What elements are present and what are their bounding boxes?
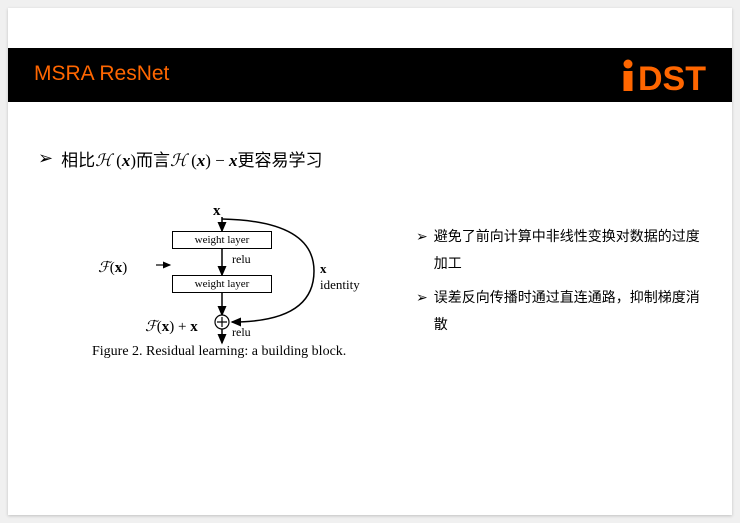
list-item: ➢ 误差反向传播时通过直连通路，抑制梯度消散	[416, 284, 706, 337]
bullet-text: 相比ℋ (x)而言ℋ (x) − x更容易学习	[61, 146, 322, 171]
slide-title: MSRA ResNet	[34, 62, 169, 86]
relu-label-2: relu	[232, 325, 251, 340]
main-bullet: ➢ 相比ℋ (x)而言ℋ (x) − x更容易学习	[38, 146, 322, 171]
label-fxx: ℱ(x) + x	[145, 317, 198, 336]
text-prefix: 相比	[61, 151, 95, 170]
identity-x: x	[320, 261, 360, 277]
relu-label-1: relu	[232, 252, 251, 267]
bullet-text-1: 避免了前向计算中非线性变换对数据的过度加工	[434, 223, 706, 276]
right-bullet-list: ➢ 避免了前向计算中非线性变换对数据的过度加工 ➢ 误差反向传播时通过直连通路，…	[416, 223, 706, 345]
svg-text:DST: DST	[638, 60, 706, 96]
bullet-text-2: 误差反向传播时通过直连通路，抑制梯度消散	[434, 284, 706, 337]
weight-layer-1: weight layer	[172, 231, 272, 249]
figure-caption: Figure 2. Residual learning: a building …	[92, 344, 346, 360]
math-hx1: ℋ	[95, 151, 112, 170]
math-hx2: ℋ	[170, 151, 187, 170]
slide: MSRA ResNet DST ➢ 相比ℋ (x)而言ℋ (x) − x更容易学…	[8, 8, 732, 515]
math-hx2-arg: (	[187, 151, 197, 170]
math-x2: x	[197, 151, 206, 170]
math-hx2-rest: ) −	[205, 151, 229, 170]
header-bar: MSRA ResNet DST	[8, 48, 732, 102]
bullet-arrow-icon: ➢	[416, 284, 428, 337]
label-fx: ℱ(x)	[98, 258, 127, 277]
identity-text: identity	[320, 277, 360, 293]
text-suffix: 更容易学习	[237, 151, 322, 170]
math-hx1-arg: (	[112, 151, 122, 170]
weight-layer-2: weight layer	[172, 275, 272, 293]
text-mid: 而言	[136, 151, 170, 170]
bullet-arrow-icon: ➢	[416, 223, 428, 276]
label-identity: x identity	[320, 261, 360, 292]
list-item: ➢ 避免了前向计算中非线性变换对数据的过度加工	[416, 223, 706, 276]
bullet-arrow-icon: ➢	[38, 148, 53, 169]
logo-idst: DST	[618, 54, 714, 101]
resnet-block-diagram: x weight layer weight layer relu relu	[98, 203, 388, 363]
